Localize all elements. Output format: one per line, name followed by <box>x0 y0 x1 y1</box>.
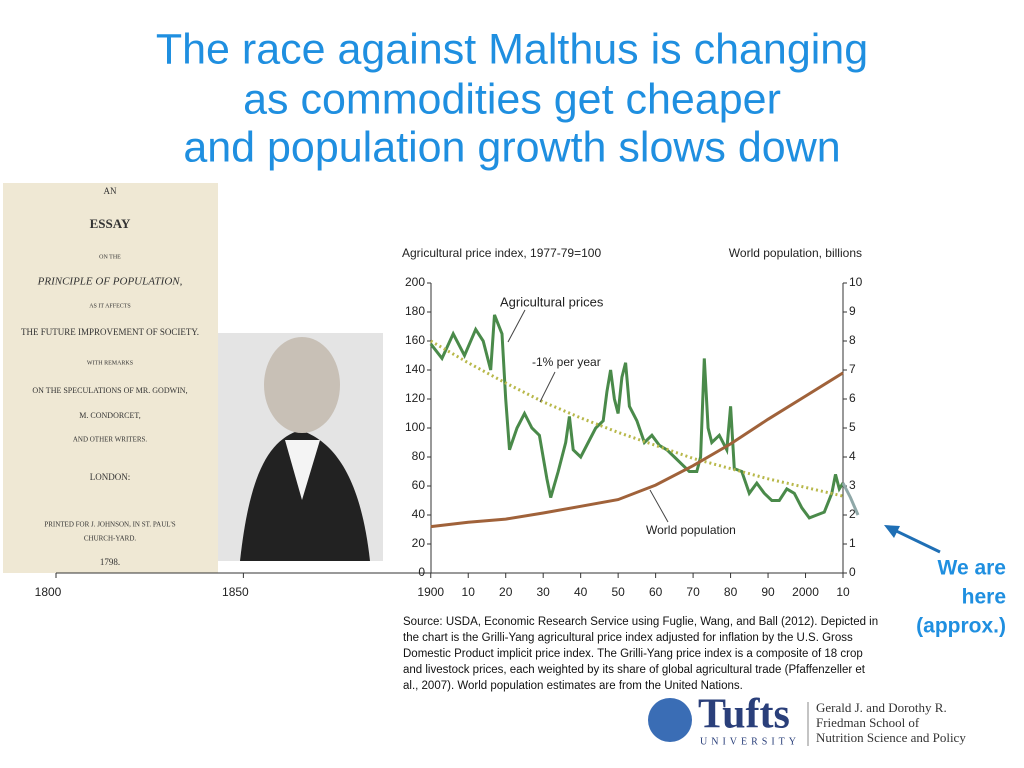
book-text: ON THE <box>99 254 121 260</box>
arrow <box>539 371 556 403</box>
source: the chart is the Grilli-Yang agricultura… <box>403 632 853 644</box>
y-tick-label: 60 <box>412 478 426 492</box>
x-tick-label: 1850 <box>222 585 249 599</box>
x-tick-label: 20 <box>499 585 513 599</box>
y-tick-label: 200 <box>405 275 425 289</box>
annotation: World population <box>646 523 736 537</box>
seal <box>648 698 692 742</box>
y2-tick-label: 3 <box>849 478 856 492</box>
school: Gerald J. and Dorothy R. <box>816 700 947 715</box>
y-tick-label: 0 <box>418 565 425 579</box>
x-tick-label: 80 <box>724 585 738 599</box>
school: Nutrition Science and Policy <box>816 730 966 745</box>
y-tick-label: 100 <box>405 420 425 434</box>
school: Friedman School of <box>816 715 920 730</box>
portrait-face <box>264 337 340 433</box>
arrow-head <box>884 525 900 538</box>
y-tick-label: 20 <box>412 536 426 550</box>
title-line: The race against Malthus is changing <box>156 25 868 73</box>
x-tick-label: 1800 <box>35 585 62 599</box>
source: and livestock prices, each weighted by i… <box>403 664 866 676</box>
book-text: AN <box>104 186 117 196</box>
annotation: We are <box>938 557 1007 580</box>
book-text: ESSAY <box>90 216 131 231</box>
series-line <box>429 314 845 520</box>
book-text: CHURCH-YARD. <box>84 535 137 543</box>
annotation: -1% per year <box>532 355 601 369</box>
book-page <box>3 183 218 573</box>
y2-tick-label: 5 <box>849 420 856 434</box>
y2-tick-label: 0 <box>849 565 856 579</box>
y-axis-label: Agricultural price index, 1977-79=100 <box>402 246 601 260</box>
logo-university: UNIVERSITY <box>700 736 800 747</box>
arrow <box>649 489 669 523</box>
source: Domestic Product implicit price index. T… <box>403 648 863 660</box>
y2-tick-label: 10 <box>849 275 863 289</box>
x-tick-label: 60 <box>649 585 663 599</box>
y-tick-label: 140 <box>405 362 425 376</box>
y-tick-label: 80 <box>412 449 426 463</box>
book-text: PRINTED FOR J. JOHNSON, IN ST. PAUL'S <box>44 521 175 529</box>
x-tick-label: 10 <box>836 585 850 599</box>
book-text: THE FUTURE IMPROVEMENT OF SOCIETY. <box>21 327 199 337</box>
y-tick-label: 180 <box>405 304 425 318</box>
arrow <box>507 309 526 343</box>
annotation: here <box>962 586 1006 609</box>
annotation: (approx.) <box>916 615 1006 638</box>
y2-tick-label: 6 <box>849 391 856 405</box>
y2-tick-label: 2 <box>849 507 856 521</box>
x-tick-label: 50 <box>611 585 625 599</box>
book-text: PRINCIPLE OF POPULATION, <box>37 276 183 288</box>
book-text: WITH REMARKS <box>87 360 133 366</box>
book-text: 1798. <box>100 557 120 567</box>
annotation: Agricultural prices <box>500 294 604 309</box>
book-text: AND OTHER WRITERS. <box>73 436 148 444</box>
y2-tick-label: 7 <box>849 362 856 376</box>
portrait-coat <box>240 430 370 561</box>
title-line: as commodities get cheaper <box>243 75 781 123</box>
y2-tick-label: 1 <box>849 536 856 550</box>
book-text: M. CONDORCET, <box>79 411 140 420</box>
x-tick-label: 2000 <box>792 585 819 599</box>
x-tick-label: 10 <box>462 585 476 599</box>
y2-axis-label: World population, billions <box>729 246 862 260</box>
x-tick-label: 40 <box>574 585 588 599</box>
y-tick-label: 160 <box>405 333 425 347</box>
y-tick-label: 40 <box>412 507 426 521</box>
book-text: ON THE SPECULATIONS OF MR. GODWIN, <box>32 386 187 395</box>
x-tick-label: 90 <box>761 585 775 599</box>
book-text: LONDON: <box>90 472 131 482</box>
x-tick-label: 1900 <box>417 585 444 599</box>
logo-text: Tufts <box>698 692 790 738</box>
title-line: and population growth slows down <box>183 123 840 171</box>
source: Source: USDA, Economic Research Service … <box>403 616 878 628</box>
y2-tick-label: 4 <box>849 449 856 463</box>
series-line <box>841 482 860 516</box>
book-text: AS IT AFFECTS <box>89 303 131 309</box>
x-tick-label: 30 <box>537 585 551 599</box>
y2-tick-label: 8 <box>849 333 856 347</box>
portrait-collar <box>285 440 320 500</box>
source: al., 2007). World population estimates a… <box>403 680 743 692</box>
logo: Tufts UNIVERSITY Gerald J. and Dorothy R… <box>648 692 966 747</box>
y2-tick-label: 9 <box>849 304 856 318</box>
x-tick-label: 70 <box>686 585 700 599</box>
y-tick-label: 120 <box>405 391 425 405</box>
series-line <box>430 371 844 529</box>
